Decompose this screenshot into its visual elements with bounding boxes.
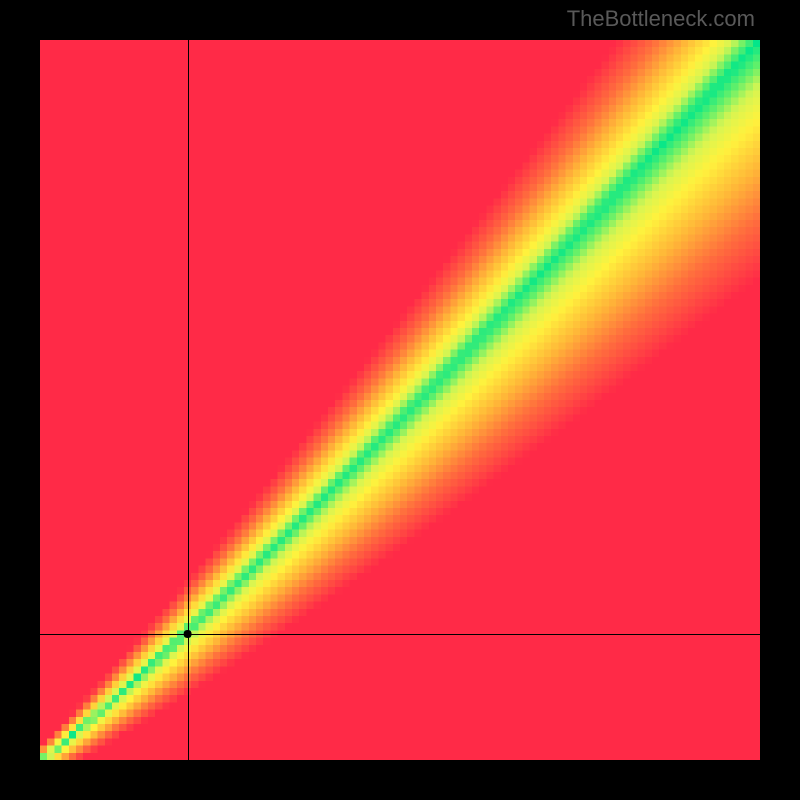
- watermark-text: TheBottleneck.com: [567, 6, 755, 32]
- chart-container: TheBottleneck.com: [0, 0, 800, 800]
- crosshair-overlay: [40, 40, 760, 760]
